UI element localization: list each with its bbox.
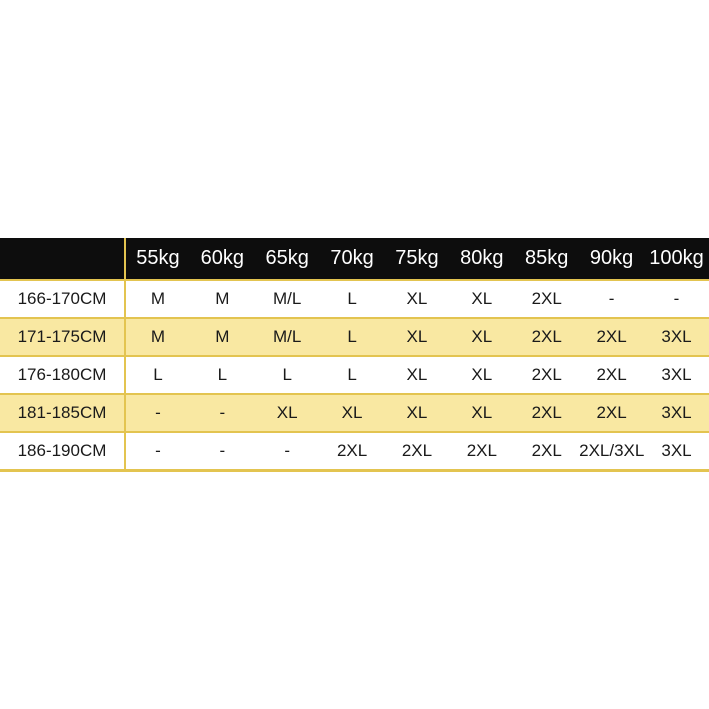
weight-column-header: 60kg [189,238,255,280]
size-cell: XL [406,289,428,308]
size-cell: 2XL [596,327,627,346]
weight-column-header: 90kg [579,238,644,280]
size-cell: 2XL [531,403,562,422]
size-cell: XL [471,289,493,308]
size-cell: - [155,440,161,460]
weight-column-header: 80kg [449,238,515,280]
size-chart-table: 55kg 60kg 65kg 70kg 75kg 80kg 85kg 90kg 100kg 16… [0,238,709,472]
size-cell: L [347,365,357,384]
size-cell: XL [406,403,428,422]
size-cell: XL [471,327,493,346]
table-row: 181-185CM - - XL XL XL XL 2XL 2XL 3XL [0,394,709,432]
corner-cell [0,238,126,280]
size-cell: 3XL [661,327,692,346]
size-cell: 3XL [661,440,692,460]
size-cell: XL [406,327,428,346]
size-cell: 2XL [401,440,433,460]
size-cell: M/L [273,327,302,346]
size-cell: 2XL [531,440,562,460]
size-cell: 2XL/3XL [579,440,645,460]
size-chart-body: 166-170CM M M M/L L XL XL 2XL - -171-175CM M M M/L L X… [0,280,709,470]
size-cell: M/L [273,289,302,308]
size-cell: - [673,289,680,308]
size-cell: XL [471,365,493,384]
weight-column-header: 70kg [319,238,385,280]
weight-column-header: 55kg [125,238,190,280]
header-row: 55kg 60kg 65kg 70kg 75kg 80kg 85kg 90kg 100kg [0,238,709,280]
size-cell: XL [406,365,428,384]
size-cell: XL [341,403,363,422]
size-cell: - [219,403,226,422]
size-cell: 3XL [661,365,692,384]
size-cell: L [347,327,357,346]
size-cell: L [217,365,228,384]
size-cell: 2XL [466,440,497,460]
weight-column-header: 75kg [384,238,450,280]
size-cell: M [150,327,166,346]
size-cell: 2XL [336,440,368,460]
height-row-label: 181-185CM [0,394,126,432]
size-cell: 2XL [531,327,562,346]
size-cell: 2XL [596,403,627,422]
size-cell: - [608,289,615,308]
weight-column-header: 85kg [514,238,580,280]
table-row: 186-190CM - - - 2XL 2XL 2XL 2XL 2XL/3XL 3XL [0,432,709,470]
size-cell: XL [276,403,298,422]
height-row-label: 186-190CM [0,432,126,470]
size-cell: M [150,289,166,308]
height-row-label: 171-175CM [0,318,126,356]
size-cell: 2XL [531,365,562,384]
table-row: 171-175CM M M M/L L XL XL 2XL 2XL 3XL [0,318,709,356]
table-row: 176-180CM L L L L XL XL 2XL 2XL 3XL [0,356,709,394]
height-row-label: 176-180CM [0,356,126,394]
size-cell: 2XL [596,365,627,384]
size-cell: M [215,327,230,346]
table-row: 166-170CM M M M/L L XL XL 2XL - - [0,280,709,318]
size-cell: L [153,365,163,384]
size-cell: XL [471,403,493,422]
size-cell: L [347,289,357,308]
size-cell: M [215,289,230,308]
height-row-label: 166-170CM [0,280,126,318]
size-cell: 2XL [531,289,562,308]
size-cell: - [284,440,291,460]
size-cell: 3XL [661,403,692,422]
size-cell: - [219,440,226,460]
weight-column-header: 65kg [254,238,320,280]
size-chart-header: 55kg 60kg 65kg 70kg 75kg 80kg 85kg 90kg 100kg [0,238,709,280]
size-cell: L [282,365,292,384]
weight-column-header: 100kg [644,238,709,280]
size-cell: - [155,403,161,422]
